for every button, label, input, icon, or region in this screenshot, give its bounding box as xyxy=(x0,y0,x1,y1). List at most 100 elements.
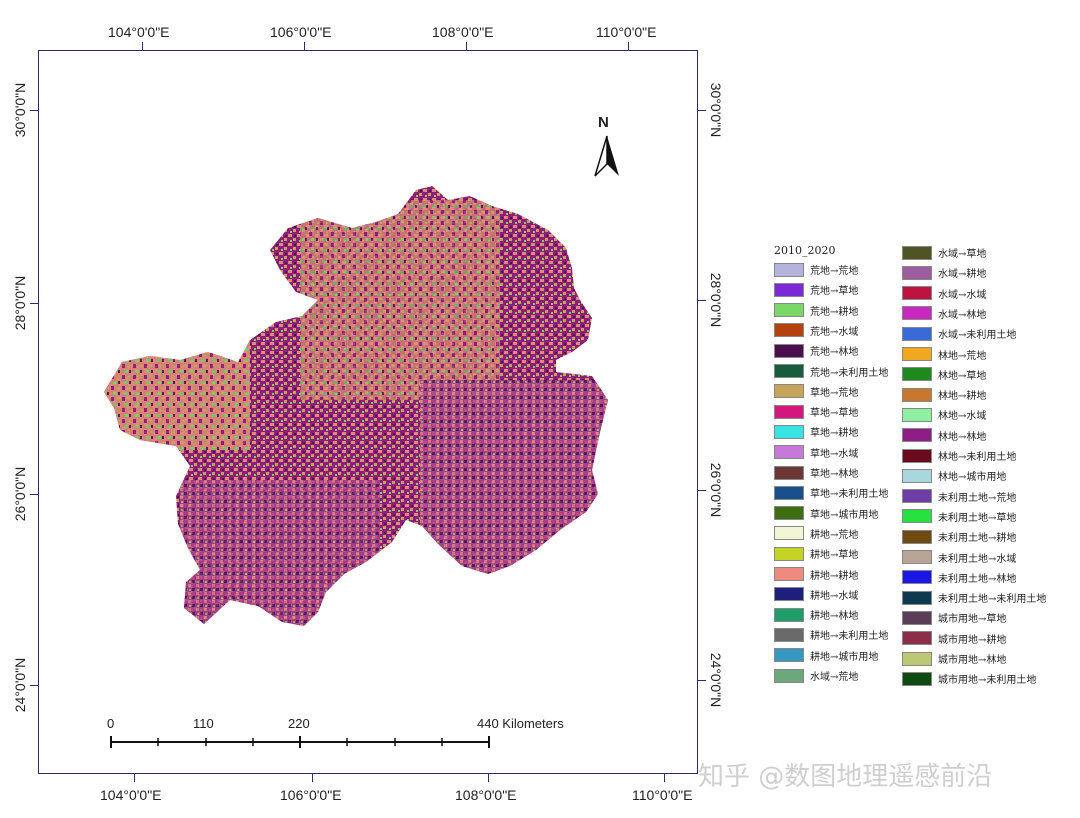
legend-item: 耕地→林地 xyxy=(774,606,858,623)
left-tick xyxy=(30,110,38,111)
legend-item: 林地→城市用地 xyxy=(902,467,1006,484)
bottom-longitude-label: 106°0'0"E xyxy=(280,787,342,803)
legend-swatch xyxy=(902,407,932,422)
legend-swatch xyxy=(774,404,804,419)
legend-item: 荒地→耕地 xyxy=(774,302,858,319)
bottom-tick xyxy=(134,774,135,782)
legend-item: 城市用地→未利用土地 xyxy=(902,670,1036,687)
legend-swatch xyxy=(774,485,804,500)
bottom-longitude-label: 110°0'0"E xyxy=(632,787,693,803)
legend-label: 荒地→未利用土地 xyxy=(810,367,889,379)
legend-label: 耕地→水域 xyxy=(810,590,859,602)
legend-label: 荒地→林地 xyxy=(810,347,859,359)
legend-label: 荒地→草地 xyxy=(810,286,859,298)
legend-item: 林地→林地 xyxy=(902,427,986,444)
scale-label-440: 440 Kilometers xyxy=(477,716,564,731)
legend-label: 林地→耕地 xyxy=(938,391,987,403)
legend-item: 荒地→荒地 xyxy=(774,261,858,278)
bottom-tick xyxy=(312,774,313,782)
legend-swatch xyxy=(902,306,932,321)
left-tick xyxy=(30,303,38,304)
legend-item: 林地→水域 xyxy=(902,406,986,423)
legend-item: 草地→未利用土地 xyxy=(774,484,888,501)
legend-swatch xyxy=(902,245,932,260)
legend-label: 林地→未利用土地 xyxy=(938,452,1017,463)
legend-label: 荒地→荒地 xyxy=(810,266,859,277)
legend-swatch xyxy=(902,326,932,341)
legend-item: 草地→耕地 xyxy=(774,423,858,440)
legend-label: 未利用土地→耕地 xyxy=(938,533,1017,545)
legend-label: 城市用地→林地 xyxy=(938,655,1007,666)
legend-swatch xyxy=(902,489,932,504)
legend-item: 草地→城市用地 xyxy=(774,505,878,522)
legend-item: 水域→林地 xyxy=(902,305,986,322)
legend-swatch xyxy=(902,468,932,483)
legend-swatch xyxy=(774,424,804,439)
legend-item: 未利用土地→耕地 xyxy=(902,528,1016,545)
legend-label: 耕地→耕地 xyxy=(810,570,859,582)
top-tick xyxy=(628,42,629,50)
legend-swatch xyxy=(902,286,932,301)
legend-swatch xyxy=(902,387,932,402)
legend-item: 城市用地→草地 xyxy=(902,609,1006,626)
legend-label: 荒地→耕地 xyxy=(810,306,859,318)
legend-swatch xyxy=(774,506,804,521)
legend-swatch xyxy=(774,607,804,622)
legend-item: 水域→未利用土地 xyxy=(902,325,1016,342)
legend-item: 水域→草地 xyxy=(902,244,986,261)
legend-item: 草地→荒地 xyxy=(774,383,858,400)
bottom-tick xyxy=(488,774,489,782)
legend-swatch xyxy=(902,631,932,646)
legend-label: 耕地→林地 xyxy=(810,611,859,623)
legend-swatch xyxy=(902,509,932,524)
legend-item: 未利用土地→未利用土地 xyxy=(902,589,1046,606)
land-use-raster xyxy=(104,186,608,626)
right-tick xyxy=(698,680,706,681)
legend-item: 林地→未利用土地 xyxy=(902,447,1016,464)
legend-label: 水域→林地 xyxy=(938,309,987,321)
right-tick xyxy=(698,490,706,491)
legend-item: 耕地→耕地 xyxy=(774,566,858,583)
legend-label: 耕地→未利用土地 xyxy=(810,631,889,643)
legend-swatch xyxy=(774,587,804,602)
bottom-tick xyxy=(664,774,665,782)
legend-item: 草地→草地 xyxy=(774,403,858,420)
legend-item: 林地→荒地 xyxy=(902,346,986,363)
legend-label: 未利用土地→水域 xyxy=(938,553,1017,565)
top-tick xyxy=(142,42,143,50)
legend-swatch xyxy=(774,262,804,277)
top-tick xyxy=(466,42,467,50)
legend-label: 草地→草地 xyxy=(810,408,859,420)
legend-item: 草地→水域 xyxy=(774,444,858,461)
legend-label: 林地→林地 xyxy=(938,431,987,443)
legend-item: 耕地→草地 xyxy=(774,545,858,562)
legend-swatch xyxy=(902,570,932,585)
legend-swatch xyxy=(902,590,932,605)
legend-label: 城市用地→草地 xyxy=(938,614,1007,626)
legend-item: 耕地→荒地 xyxy=(774,525,858,542)
legend-swatch xyxy=(774,465,804,480)
legend-swatch xyxy=(902,550,932,564)
legend-swatch xyxy=(774,445,804,460)
legend-label: 林地→荒地 xyxy=(938,350,987,362)
legend-label: 林地→草地 xyxy=(938,370,987,382)
legend-label: 水域→水域 xyxy=(938,289,987,301)
scale-label-110: 110 xyxy=(193,716,214,731)
legend-item: 未利用土地→水域 xyxy=(902,549,1016,566)
legend-label: 水域→草地 xyxy=(938,249,987,260)
legend-title: 2010_2020 xyxy=(774,244,836,257)
top-longitude-label: 106°0'0"E xyxy=(270,24,332,40)
legend-swatch xyxy=(774,384,804,399)
left-tick xyxy=(30,685,38,686)
legend-swatch xyxy=(774,546,804,561)
legend-item: 荒地→草地 xyxy=(774,281,858,298)
legend-swatch xyxy=(774,323,804,338)
north-letter: N xyxy=(598,114,609,131)
north-arrow-icon xyxy=(594,135,619,177)
legend-item: 水域→耕地 xyxy=(902,264,986,281)
legend-item: 荒地→水域 xyxy=(774,322,858,339)
legend-item: 未利用土地→草地 xyxy=(902,508,1016,525)
legend-item: 未利用土地→荒地 xyxy=(902,488,1016,505)
legend-label: 耕地→荒地 xyxy=(810,529,859,541)
legend-swatch xyxy=(902,428,932,443)
